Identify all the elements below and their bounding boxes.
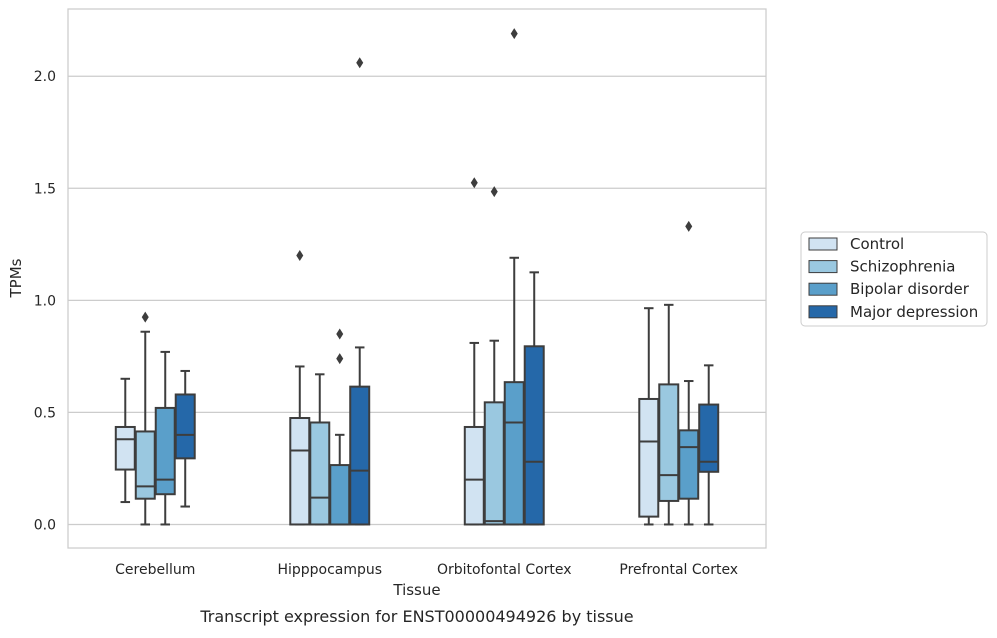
box-body — [134, 430, 156, 500]
box-body — [174, 393, 196, 460]
box-bipolar-disorder — [678, 220, 700, 526]
outlier-point — [356, 57, 364, 69]
x-tick-label: Orbitofontal Cortex — [437, 562, 572, 578]
box-control — [463, 177, 485, 526]
box-schizophrenia — [483, 186, 505, 526]
plot-frame — [67, 8, 767, 549]
x-tick-label: Hipppocampus — [277, 562, 382, 578]
y-tick-label: 1.0 — [34, 293, 56, 309]
outlier-point — [336, 353, 344, 365]
outlier-point — [490, 186, 498, 198]
box-body — [678, 429, 700, 500]
box-major-depression — [349, 57, 371, 526]
x-tick-label: Prefrontal Cortex — [619, 562, 738, 578]
outlier-point — [685, 220, 693, 232]
box-schizophrenia — [134, 311, 156, 526]
legend-label: Bipolar disorder — [850, 280, 970, 298]
box-body — [114, 425, 136, 471]
x-tick-labels: Cerebellum Hipppocampus Orbitofontal Corte… — [115, 562, 738, 578]
box-body — [349, 385, 371, 526]
box-schizophrenia — [309, 373, 331, 526]
outlier-point — [296, 250, 304, 262]
box-schizophrenia — [658, 303, 680, 526]
legend-swatch — [808, 237, 838, 251]
y-tick-label: 1.5 — [34, 181, 56, 197]
y-tick-label: 2.0 — [34, 69, 56, 85]
box-body — [658, 383, 680, 502]
box-major-depression — [698, 364, 720, 526]
box-bipolar-disorder — [503, 28, 525, 526]
box-body — [523, 345, 545, 526]
box-bipolar-disorder — [329, 328, 351, 526]
y-tick-labels: 0.0 0.5 1.0 1.5 2.0 — [34, 69, 56, 533]
outlier-point — [141, 311, 149, 323]
box-body — [309, 421, 331, 526]
legend-label: Major depression — [850, 303, 978, 321]
box-control — [289, 250, 311, 526]
outlier-point — [470, 177, 478, 189]
box-bipolar-disorder — [154, 350, 176, 526]
figure-caption: Transcript expression for ENST0000049492… — [199, 607, 633, 626]
box-body — [329, 464, 351, 526]
box-body — [463, 425, 485, 526]
plot-layer — [114, 28, 720, 526]
y-tick-label: 0.5 — [34, 405, 56, 421]
x-tick-label: Cerebellum — [115, 562, 195, 578]
box-control — [638, 307, 660, 526]
outlier-point — [336, 328, 344, 340]
x-axis-title: Tissue — [392, 581, 440, 599]
box-control — [114, 377, 136, 504]
legend-swatch — [808, 305, 838, 319]
y-tick-label: 0.0 — [34, 517, 56, 533]
box-body — [154, 406, 176, 496]
outlier-point — [510, 28, 518, 40]
box-body — [638, 397, 660, 518]
box-body — [503, 381, 525, 526]
legend-swatch — [808, 282, 838, 296]
y-axis-title: TPMs — [7, 258, 25, 298]
legend: Control Schizophrenia Bipolar disorder Majo… — [800, 231, 988, 327]
box-body — [483, 401, 505, 526]
box-major-depression — [174, 369, 196, 508]
legend-label: Control — [850, 235, 904, 253]
box-body — [289, 417, 311, 526]
box-body — [698, 403, 720, 473]
box-major-depression — [523, 271, 545, 526]
legend-label: Schizophrenia — [850, 258, 955, 276]
legend-swatch — [808, 260, 838, 274]
legend-frame — [800, 231, 988, 327]
